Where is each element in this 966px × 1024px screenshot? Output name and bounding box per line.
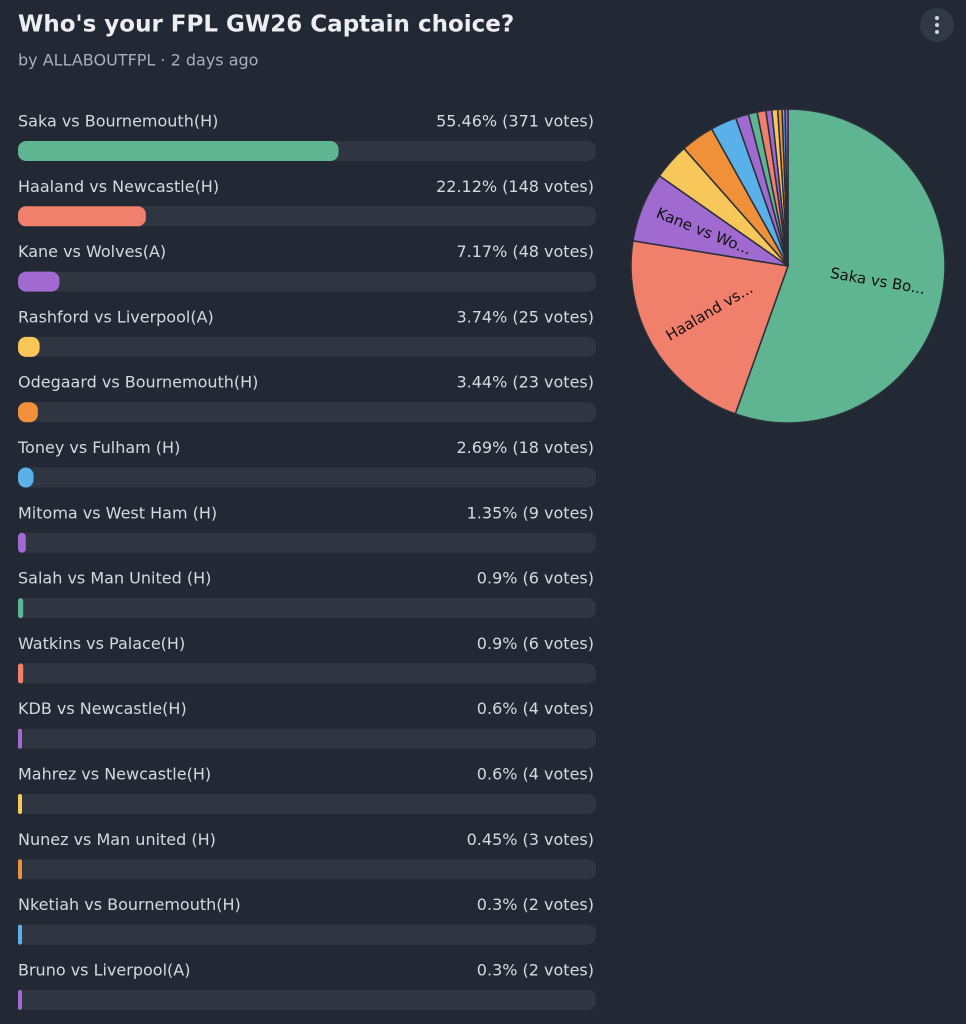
menu-dot: [935, 30, 939, 34]
option-result: 7.17% (48 votes): [456, 242, 594, 261]
bar-fill: [18, 532, 26, 553]
option-result: 55.46% (371 votes): [436, 112, 594, 131]
pie-slice: [630, 239, 790, 415]
option-result: 0.9% (6 votes): [477, 634, 594, 653]
bar-fill: [18, 206, 146, 227]
bar-fill: [18, 924, 22, 945]
pie-slice: [734, 108, 946, 424]
pie-slice: [784, 108, 789, 267]
option-label: Bruno vs Liverpool(A): [18, 960, 190, 979]
bar-fill: [18, 141, 339, 161]
bar-fill: [18, 402, 38, 423]
option-result: 3.44% (23 votes): [456, 373, 594, 392]
poll-byline: by ALLABOUTFPL · 2 days ago: [18, 51, 258, 70]
bar-fill: [18, 467, 34, 488]
option-result: 3.74% (25 votes): [456, 307, 594, 326]
bar-fill: [18, 728, 22, 749]
bar-track: [18, 989, 596, 1010]
bar-track: [18, 663, 596, 684]
option-label: Mahrez vs Newcastle(H): [18, 765, 211, 784]
option-label: Mitoma vs West Ham (H): [18, 503, 217, 522]
option-label: Nunez vs Man united (H): [18, 830, 216, 849]
option-result: 2.69% (18 votes): [456, 438, 594, 457]
option-result: 0.6% (4 votes): [477, 699, 594, 718]
bar-track: [18, 859, 596, 880]
option-label: KDB vs Newcastle(H): [18, 699, 187, 718]
option-label: Kane vs Wolves(A): [18, 242, 166, 261]
option-result: 0.3% (2 votes): [477, 895, 594, 914]
option-label: Nketiah vs Bournemouth(H): [18, 895, 241, 914]
poll-title: Who's your FPL GW26 Captain choice?: [18, 12, 514, 38]
bar-track: [18, 402, 596, 423]
option-result: 1.35% (9 votes): [467, 503, 594, 522]
option-result: 0.6% (4 votes): [477, 765, 594, 784]
option-result: 0.3% (2 votes): [477, 960, 594, 979]
bar-track: [18, 532, 596, 553]
bar-fill: [18, 336, 40, 357]
menu-dot: [935, 23, 939, 27]
option-label: Odegaard vs Bournemouth(H): [18, 373, 258, 392]
bar-track: [18, 336, 596, 357]
option-label: Haaland vs Newcastle(H): [18, 177, 219, 196]
option-result: 0.45% (3 votes): [467, 830, 594, 849]
option-result: 0.9% (6 votes): [477, 569, 594, 588]
bar-track: [18, 728, 596, 749]
menu-button[interactable]: [920, 8, 954, 42]
bar-fill: [18, 271, 60, 292]
bar-track: [18, 467, 596, 488]
bar-fill: [18, 663, 24, 684]
option-label: Toney vs Fulham (H): [17, 438, 180, 457]
option-label: Rashford vs Liverpool(A): [18, 307, 214, 326]
menu-dot: [935, 16, 939, 20]
bar-fill: [18, 989, 22, 1010]
option-label: Salah vs Man United (H): [18, 569, 211, 588]
bar-fill: [18, 794, 22, 814]
bar-track: [18, 598, 596, 619]
bar-track: [18, 794, 596, 814]
option-label: Saka vs Bournemouth(H): [18, 112, 218, 131]
bar-fill: [18, 598, 24, 619]
option-label: Watkins vs Palace(H): [18, 634, 185, 653]
bar-fill: [18, 859, 22, 880]
bar-track: [18, 924, 596, 945]
bar-track: [18, 271, 596, 292]
bar-track: [18, 206, 596, 227]
option-result: 22.12% (148 votes): [436, 177, 594, 196]
